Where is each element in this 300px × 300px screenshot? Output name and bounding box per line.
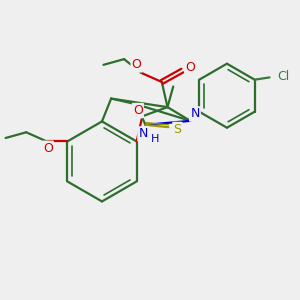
Text: O: O: [133, 104, 143, 117]
Text: O: O: [132, 58, 142, 71]
Text: Cl: Cl: [277, 70, 289, 83]
Text: N: N: [190, 107, 200, 121]
Text: O: O: [43, 142, 53, 155]
Text: S: S: [173, 123, 181, 136]
Text: H: H: [150, 134, 159, 144]
Text: N: N: [139, 128, 148, 140]
Text: O: O: [185, 61, 195, 74]
